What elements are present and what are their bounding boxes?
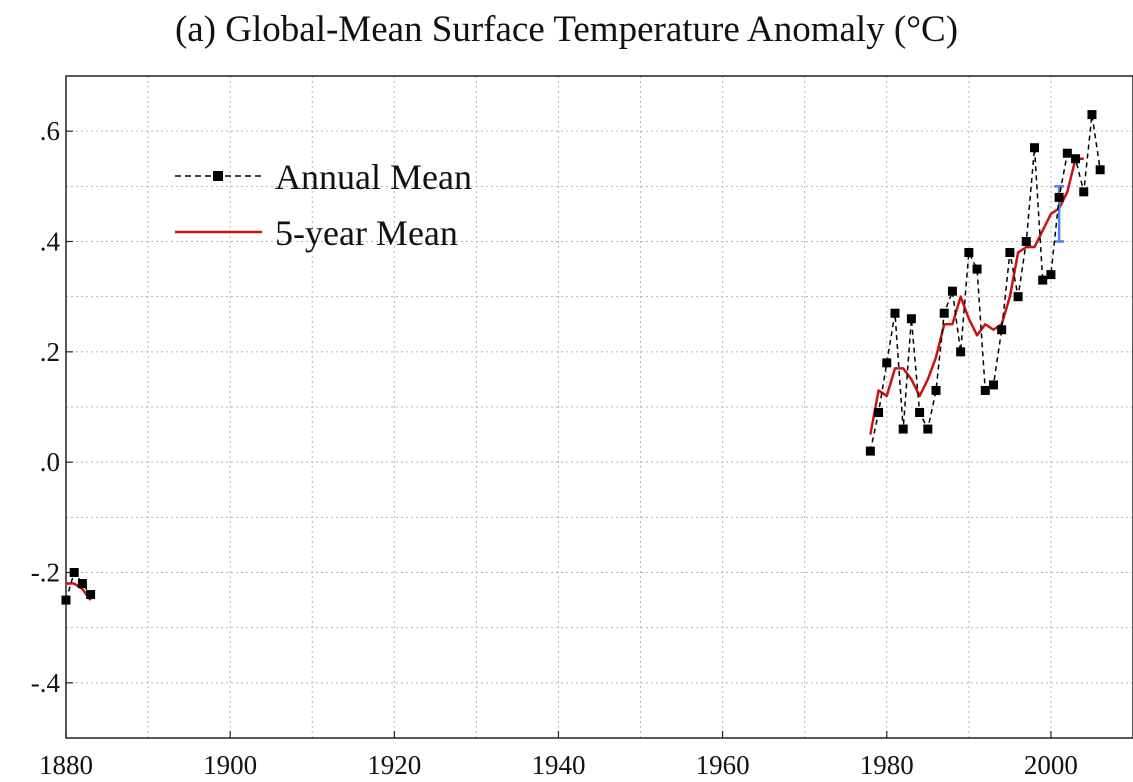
- y-tick-label: .6: [40, 116, 60, 146]
- annual-mean-line: [869, 114, 1101, 452]
- annual-mean-point: [972, 264, 982, 274]
- axes: 1880 1900 1920 1940 1960 1980 2000 -.4 -.2 .0 .2 .4…: [31, 116, 1078, 780]
- plot-frame: [65, 75, 1133, 739]
- x-tick-label: 1900: [203, 750, 257, 780]
- annual-mean-point: [1030, 143, 1040, 153]
- x-tick-label: 1980: [860, 750, 914, 780]
- annual-mean-point: [1013, 292, 1023, 302]
- annual-mean-point: [865, 446, 875, 456]
- annual-mean-point: [964, 248, 974, 258]
- annual-mean-point: [86, 590, 96, 600]
- y-tick-label: .4: [40, 227, 61, 257]
- x-tick-label: 1880: [39, 750, 93, 780]
- x-tick-label: 1960: [696, 750, 750, 780]
- annual-mean-point: [1046, 270, 1056, 280]
- annual-mean-point: [69, 568, 79, 577]
- legend-annual-mean-label: Annual Mean: [275, 157, 472, 197]
- annual-mean-point: [1062, 148, 1072, 158]
- annual-mean-point: [1095, 165, 1105, 175]
- annual-mean-line: [65, 570, 92, 601]
- annual-mean-point: [77, 579, 87, 589]
- annual-mean-point: [1005, 248, 1015, 258]
- five-year-mean-line: [869, 157, 1084, 435]
- legend-5-year-mean-label: 5-year Mean: [275, 213, 458, 253]
- annual-mean-point: [1021, 237, 1031, 246]
- annual-mean-point: [988, 380, 998, 390]
- y-tick-label: .0: [40, 447, 60, 477]
- chart-title: (a) Global-Mean Surface Temperature Anom…: [174, 9, 959, 50]
- annual-mean-point: [1038, 275, 1048, 285]
- annual-mean-point: [997, 325, 1007, 335]
- annual-mean-point: [898, 424, 908, 434]
- annual-mean-point: [874, 408, 884, 418]
- annual-mean-point: [923, 424, 933, 434]
- grid: [66, 76, 1133, 738]
- annual-mean-point: [931, 385, 941, 395]
- x-tick-label: 2000: [1024, 750, 1078, 780]
- series: [61, 110, 1105, 605]
- annual-mean-point: [1079, 187, 1089, 197]
- annual-mean-point: [61, 595, 71, 605]
- annual-mean-point: [980, 385, 990, 395]
- annual-mean-point: [1087, 110, 1097, 120]
- annual-mean-point: [906, 314, 916, 324]
- x-tick-label: 1940: [531, 750, 585, 780]
- x-tick-label: 1920: [367, 750, 421, 780]
- y-tick-label: .2: [40, 337, 60, 367]
- annual-mean-point: [947, 286, 957, 296]
- annual-mean-point: [1054, 192, 1064, 202]
- y-tick-label: -.4: [31, 668, 61, 698]
- annual-mean-point: [1071, 154, 1081, 164]
- annual-mean-point: [956, 347, 966, 357]
- y-tick-label: -.2: [31, 558, 60, 588]
- annual-mean-point: [939, 308, 949, 318]
- annual-mean-point: [915, 408, 925, 418]
- annual-mean-point: [890, 308, 900, 318]
- legend: Annual Mean 5-year Mean: [175, 157, 472, 253]
- legend-annual-mean-marker: [213, 171, 223, 181]
- annual-mean-point: [882, 358, 892, 368]
